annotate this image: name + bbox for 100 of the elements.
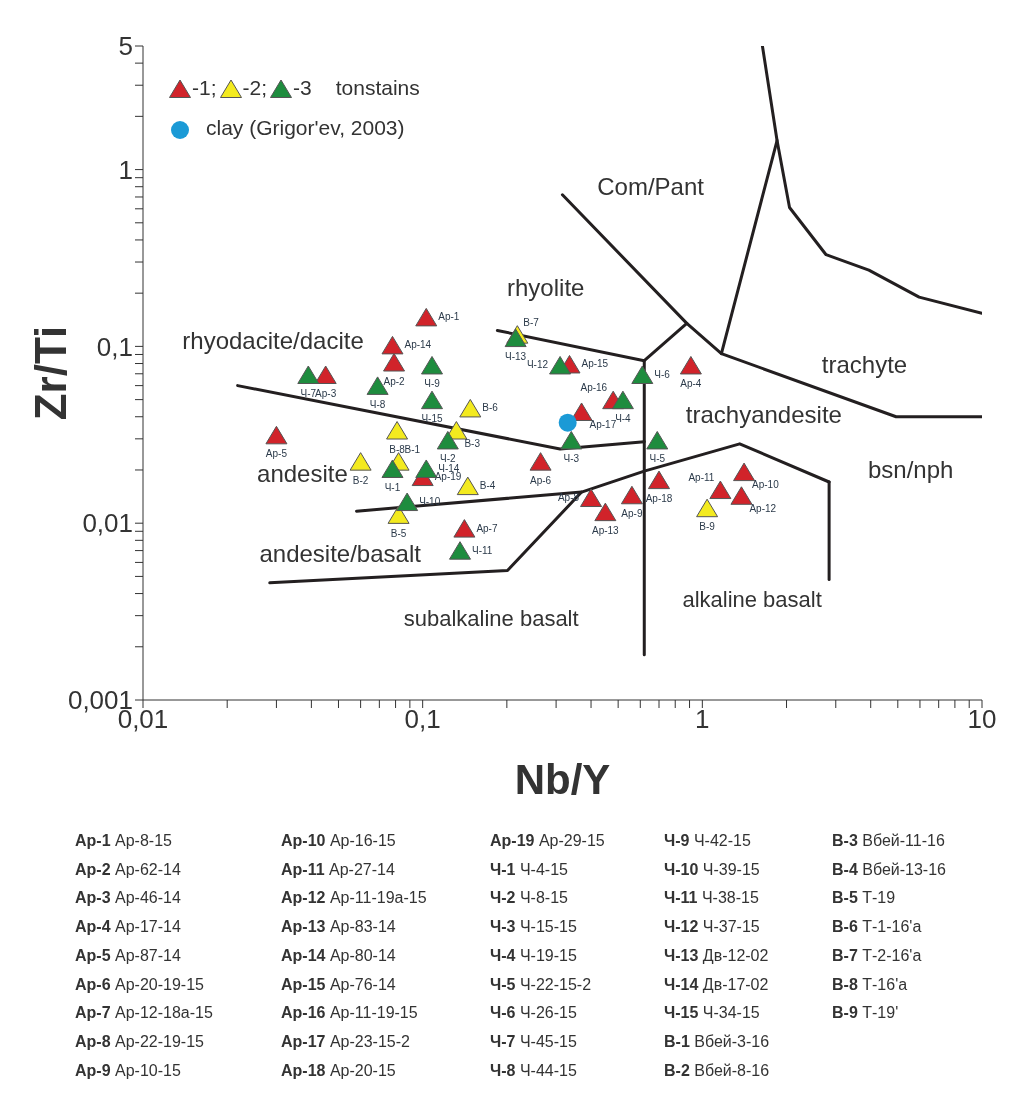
data-label: Ар-18: [645, 493, 673, 505]
data-label: Ч-2: [440, 453, 457, 465]
text: Ар-5 Ар-87-14: [75, 946, 181, 964]
annotation: trachyte: [821, 351, 908, 378]
text: Ар-10 Ар-16-15: [281, 832, 396, 849]
data-label: Ар-15: [581, 358, 609, 370]
text: В-4 Вбей-13-16: [832, 860, 946, 878]
data-label: Ч-6: [654, 369, 671, 380]
data-label: Ар-4: [680, 378, 702, 390]
text: Ар-17 Ар-23-15-2: [281, 1032, 410, 1050]
data-label: Ар-9: [621, 508, 643, 520]
data-label: Ар-17: [589, 419, 617, 430]
text: В-1 Вбей-3-16: [664, 1032, 770, 1050]
data-label: В-1: [404, 443, 421, 455]
text: Ч-2 Ч-8-15: [490, 889, 568, 907]
text: Ар-18 Ар-20-15: [281, 1061, 396, 1079]
y-tick-label: 0,01: [82, 508, 133, 539]
data-label: Ар-12: [749, 502, 777, 514]
x-tick-label: 1: [695, 704, 710, 735]
text: Ар-13 Ар-83-14: [281, 918, 396, 936]
data-label: В-7: [523, 316, 540, 328]
annotation: rhyolite: [507, 274, 585, 302]
data-label: В-4: [479, 480, 496, 492]
annotation: bsn/nph: [867, 456, 954, 484]
y-tick-label: 0,1: [96, 331, 133, 362]
data-label: Ар-19: [434, 471, 462, 483]
text: Ар-1 Ар-8-15: [75, 832, 172, 849]
data-label: Ар-11: [688, 472, 715, 484]
text: Ар-8 Ар-22-19-15: [75, 1032, 204, 1050]
x-tick-label: 10: [967, 704, 997, 735]
data-label: Ар-2: [383, 375, 406, 387]
text: Ар-12 Ар-11-19а-15: [281, 889, 427, 907]
annotation: alkaline basalt: [682, 587, 822, 613]
data-label: Ч-9: [424, 378, 441, 390]
text: Ар-11 Ар-27-14: [281, 860, 395, 878]
data-label: Ар-1: [438, 311, 460, 323]
y-tick-label: 1: [118, 154, 133, 185]
data-label: Ч-14: [438, 462, 460, 474]
data-label: В-8: [389, 443, 406, 455]
text: Ч-11 Ч-38-15: [664, 889, 759, 907]
legend-title: tonstains: [335, 76, 420, 99]
annotation: subalkaline basalt: [403, 605, 579, 631]
text: В-2 Вбей-8-16: [664, 1061, 770, 1079]
x-tick-label: 0,1: [404, 704, 441, 735]
data-label: В-9: [699, 521, 716, 533]
text: Ч-3 Ч-15-15: [490, 918, 577, 936]
data-label: Ч-5: [649, 453, 666, 465]
text: Ч-6 Ч-26-15: [490, 1004, 577, 1022]
text: Ар-9 Ар-10-15: [75, 1061, 181, 1079]
data-label: Ч-3: [563, 453, 580, 465]
data-label: Ар-6: [530, 474, 552, 486]
y-axis-title: Zr/Ti: [25, 325, 75, 421]
text: Ч-15 Ч-34-15: [664, 1004, 760, 1022]
text: Ч-13 Дв-12-02: [664, 946, 769, 964]
text: Ч-8 Ч-44-15: [490, 1061, 577, 1079]
data-label: Ч-7: [300, 388, 317, 399]
legend-label: -2;: [242, 76, 268, 99]
y-tick-label: 5: [118, 31, 133, 62]
annotation: rhyodacite/dacite: [182, 326, 364, 354]
text: В-7 Т-2-16'а: [832, 946, 922, 964]
legend-label: -1;: [192, 76, 217, 99]
text: В-6 Т-1-16'а: [832, 918, 922, 936]
data-label: Ч-1: [384, 481, 401, 493]
text: Ар-16 Ар-11-19-15: [281, 1004, 418, 1022]
legend-label: clay (Grigor'ev, 2003): [206, 116, 405, 139]
data-label: Ч-4: [615, 413, 632, 425]
x-axis-title: Nb/Y: [514, 756, 611, 803]
data-label: Ар-5: [265, 448, 288, 460]
text: Ар-4 Ар-17-14: [75, 918, 181, 936]
data-label: В-2: [352, 474, 369, 486]
text: Ч-1 Ч-4-15: [490, 860, 568, 878]
text: В-9 Т-19': [832, 1004, 899, 1022]
annotation: trachyandesite: [685, 400, 842, 428]
text: Ч-14 Дв-17-02: [664, 975, 769, 993]
text: Ч-9 Ч-42-15: [664, 832, 751, 849]
data-label: Ч-8: [369, 398, 386, 410]
data-label: Ар-7: [476, 522, 498, 534]
data-label: Ч-15: [421, 413, 444, 425]
data-label: Ч-11: [472, 544, 493, 556]
text: Ч-12 Ч-37-15: [664, 918, 760, 936]
text: Ар-6 Ар-20-19-15: [75, 975, 204, 993]
data-label: Ар-13: [592, 525, 620, 537]
text: Ар-2 Ар-62-14: [75, 860, 181, 878]
data-label: В-5: [390, 527, 407, 539]
text: Ар-15 Ар-76-14: [281, 975, 396, 993]
annotation: andesite/basalt: [259, 540, 422, 567]
text: В-3 Вбей-11-16: [832, 832, 945, 849]
data-label: Ар-14: [404, 339, 432, 351]
text: Ч-7 Ч-45-15: [490, 1032, 577, 1050]
text: В-5 Т-19: [832, 889, 896, 907]
data-label: Ч-12: [526, 359, 549, 371]
text: Ар-7 Ар-12-18а-15: [75, 1004, 213, 1022]
annotation: andesite: [257, 460, 348, 488]
text: В-8 Т-16'а: [832, 975, 908, 993]
annotation: Com/Pant: [597, 173, 705, 201]
data-label: В-6: [482, 402, 499, 414]
text: Ар-3 Ар-46-14: [75, 889, 181, 907]
text: Ч-4 Ч-19-15: [490, 946, 577, 964]
data-label: Ар-10: [752, 479, 780, 491]
data-label: Ч-13: [505, 351, 527, 363]
